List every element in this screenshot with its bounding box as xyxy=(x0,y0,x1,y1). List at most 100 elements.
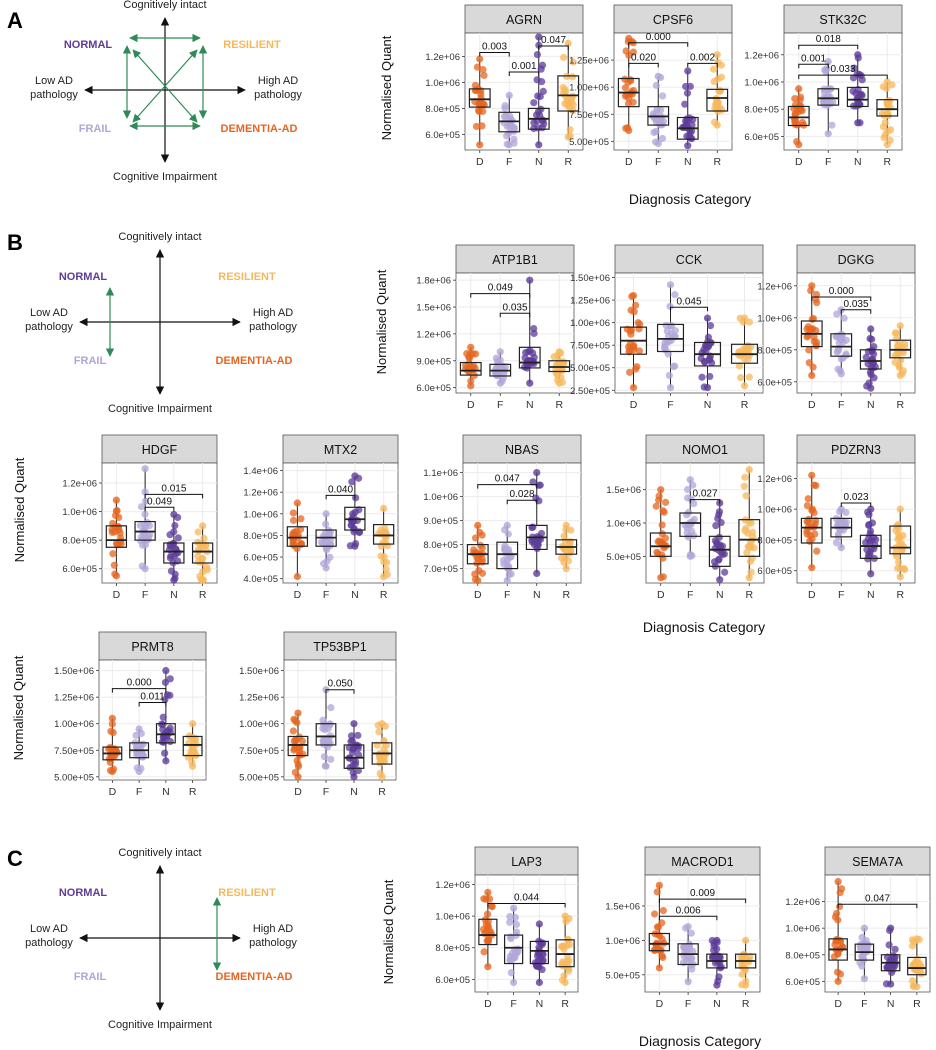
data-point xyxy=(892,549,900,557)
data-point xyxy=(654,72,662,80)
data-point xyxy=(503,577,511,585)
data-point xyxy=(854,51,862,59)
chart-panel-pdzrn3: PDZRN3 6.0e+05 8.0e+05 1.0e+06 1.2e+06 D F N R 0.… xyxy=(757,434,916,601)
x-tick-label: N xyxy=(684,156,692,168)
data-point xyxy=(715,533,723,541)
x-tick-label: F xyxy=(667,399,673,411)
x-tick-label: R xyxy=(741,399,749,411)
data-point xyxy=(290,528,298,536)
quadrant-frail: FRAIL xyxy=(74,355,107,367)
data-point xyxy=(322,762,330,770)
data-point xyxy=(834,949,842,957)
data-point xyxy=(484,923,492,931)
data-point xyxy=(115,539,123,547)
data-point xyxy=(510,904,518,912)
significance-bracket xyxy=(138,701,167,707)
data-point xyxy=(870,342,878,351)
axis-title-layer: Normalised Quant Normalised Quant Normalis… xyxy=(11,35,765,1049)
y-tick-label: 6.0e+05 xyxy=(425,130,460,141)
data-point xyxy=(159,713,167,721)
data-point xyxy=(658,919,666,927)
data-point xyxy=(348,478,356,486)
y-tick-label: 1.0e+06 xyxy=(757,505,792,516)
data-point xyxy=(867,370,875,379)
data-point xyxy=(112,496,120,504)
chart-panel-atp1b1: ATP1B1 6.0e+05 9.0e+05 1.2e+06 1.5e+06 1.8e+0… xyxy=(416,244,575,411)
significance-bracket xyxy=(479,52,510,57)
data-point xyxy=(626,340,634,348)
significance-bracket xyxy=(628,62,659,68)
data-point xyxy=(660,544,668,552)
facet-title: LAP3 xyxy=(511,855,542,869)
y-tick-label: 2.50e+05 xyxy=(570,386,610,397)
data-point xyxy=(560,532,568,540)
data-point xyxy=(377,552,385,560)
quadrant-dementia: DEMENTIA-AD xyxy=(221,123,298,135)
p-value-label: 0.050 xyxy=(327,679,352,690)
diagram-layer: A Cognitively intact Cognitive Impairment L… xyxy=(7,0,302,1031)
data-point xyxy=(805,346,813,354)
data-point xyxy=(661,498,670,506)
data-point xyxy=(887,980,895,988)
data-point xyxy=(480,71,488,80)
chart-panel-hdgf: HDGF 6.0e+05 8.0e+05 1.0e+06 1.2e+06 D F N R 0.01… xyxy=(62,434,218,601)
data-point xyxy=(564,39,572,48)
axis-right-label: High AD xyxy=(253,923,293,935)
facet-strip xyxy=(462,434,582,464)
data-point xyxy=(631,365,640,373)
y-tick-label: 7.50e+05 xyxy=(569,110,609,121)
data-point xyxy=(189,762,197,770)
x-tick-label: D xyxy=(294,786,302,798)
data-point xyxy=(196,540,204,548)
data-point xyxy=(563,547,571,556)
y-tick-label: 8.0e+05 xyxy=(243,531,278,542)
data-point xyxy=(322,564,330,572)
y-axis-title: Normalised Quant xyxy=(381,879,396,984)
data-point xyxy=(533,569,541,578)
y-tick-label: 6.0e+05 xyxy=(757,566,792,577)
facet-title: ATP1B1 xyxy=(492,253,538,267)
y-tick-label: 1.25e+06 xyxy=(239,693,279,704)
data-point xyxy=(534,107,543,115)
data-point xyxy=(664,350,672,358)
box-N xyxy=(846,86,869,108)
data-point xyxy=(298,737,307,745)
p-value-label: 0.018 xyxy=(816,34,841,45)
data-point xyxy=(349,510,357,518)
y-tick-label: 1.2e+06 xyxy=(62,479,97,490)
data-point xyxy=(866,530,874,538)
data-point xyxy=(478,544,486,552)
box-R xyxy=(876,99,899,117)
chart-panel-dgkg: DGKG 6.0e+05 8.0e+05 1.0e+06 1.2e+06 D F N R 0.00… xyxy=(757,244,916,411)
axis-left-label: pathology xyxy=(30,89,78,101)
data-point xyxy=(199,568,207,576)
x-tick-label: F xyxy=(838,589,844,601)
data-point xyxy=(534,92,542,100)
y-tick-label: 1.5e+06 xyxy=(606,485,641,496)
facet-title: AGRN xyxy=(506,13,542,27)
data-point xyxy=(530,324,538,333)
box-F xyxy=(656,323,685,353)
facet-strip xyxy=(614,244,764,274)
data-point xyxy=(838,335,846,344)
data-point xyxy=(745,373,753,381)
y-tick-label: 6.0e+05 xyxy=(243,553,278,564)
data-point xyxy=(747,568,755,576)
data-point xyxy=(824,57,832,66)
data-point xyxy=(479,65,487,74)
data-point xyxy=(561,912,569,920)
significance-bracket xyxy=(477,484,538,489)
data-point xyxy=(135,725,143,733)
facet-title: CPSF6 xyxy=(653,13,693,27)
data-point xyxy=(137,503,146,511)
chart-panel-agrn: AGRN 6.0e+05 8.0e+05 1.0e+06 1.2e+06 D F N R 0.00… xyxy=(425,4,584,168)
data-point xyxy=(476,528,484,537)
chart-panel-cck: CCK 2.50e+05 5.00e+05 7.50e+05 1.00e+06 1.25e… xyxy=(570,244,764,411)
data-point xyxy=(713,936,721,944)
data-point xyxy=(832,539,841,547)
x-tick-label: N xyxy=(526,399,534,411)
data-point xyxy=(717,549,725,557)
data-point xyxy=(741,473,749,481)
data-point xyxy=(855,70,863,78)
data-point xyxy=(883,140,891,149)
